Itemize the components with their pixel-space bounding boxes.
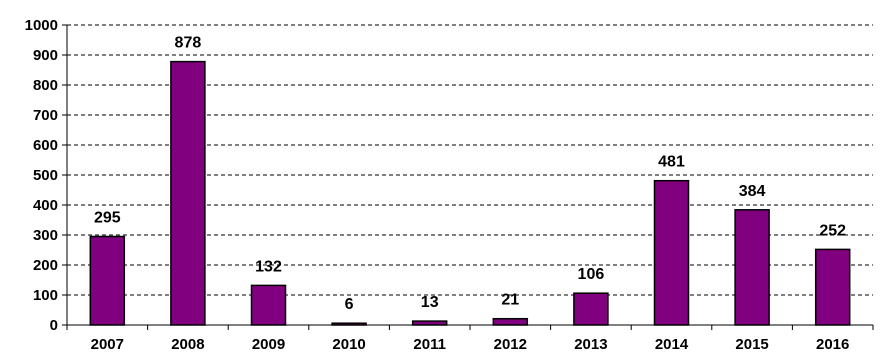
x-tick-label: 2011 — [413, 336, 446, 353]
bar-2016 — [814, 248, 851, 326]
y-tick-label: 1000 — [25, 17, 58, 34]
y-tick-label: 900 — [33, 47, 58, 64]
x-tick-label: 2012 — [494, 336, 527, 353]
y-tick-label: 200 — [33, 257, 58, 274]
bar-2008 — [170, 60, 206, 326]
bars — [89, 60, 851, 326]
x-tick-label: 2014 — [655, 336, 689, 353]
x-tick-label: 2016 — [816, 336, 849, 353]
y-tick-label: 700 — [33, 107, 58, 124]
x-tick-label: 2009 — [252, 336, 285, 353]
bar-2014 — [653, 179, 690, 326]
data-label-2012: 21 — [501, 292, 519, 309]
data-label-2015: 384 — [739, 183, 766, 200]
data-label-2013: 106 — [578, 266, 605, 283]
y-tick-labels: 0 100 200 300 400 500 600 700 800 900 1000 — [25, 17, 58, 334]
y-tick-label: 600 — [33, 137, 58, 154]
data-label-2016: 252 — [819, 222, 846, 239]
bar-2015 — [734, 209, 770, 326]
x-tick-label: 2010 — [332, 336, 365, 353]
x-tick-label: 2007 — [91, 336, 124, 353]
data-label-2009: 132 — [255, 258, 282, 275]
bar-2012 — [492, 317, 529, 326]
y-tick-label: 500 — [33, 167, 58, 184]
bar-2007 — [89, 235, 126, 326]
y-tick-label: 0 — [50, 317, 58, 334]
x-tick-label: 2008 — [171, 336, 204, 353]
y-tick-label: 300 — [33, 227, 58, 244]
x-tick-label: 2013 — [574, 336, 607, 353]
data-label-2007: 295 — [94, 210, 121, 227]
y-tick-label: 800 — [33, 77, 58, 94]
bar-2011 — [411, 320, 448, 326]
data-label-2011: 13 — [421, 294, 439, 311]
y-tick-label: 400 — [33, 197, 58, 214]
y-tick-label: 100 — [33, 287, 58, 304]
x-tick-labels: 2007 2008 2009 2010 2011 2012 2013 2014 2015 2016 — [91, 336, 850, 353]
data-label-2014: 481 — [658, 154, 685, 171]
bar-2009 — [250, 284, 287, 326]
bar-2013 — [573, 292, 609, 326]
data-label-2008: 878 — [175, 35, 202, 52]
data-label-2010: 6 — [345, 296, 354, 313]
data-labels: 295 878 132 6 13 21 106 481 384 252 — [94, 35, 846, 314]
x-tick-label: 2015 — [735, 336, 768, 353]
axes — [62, 24, 874, 330]
